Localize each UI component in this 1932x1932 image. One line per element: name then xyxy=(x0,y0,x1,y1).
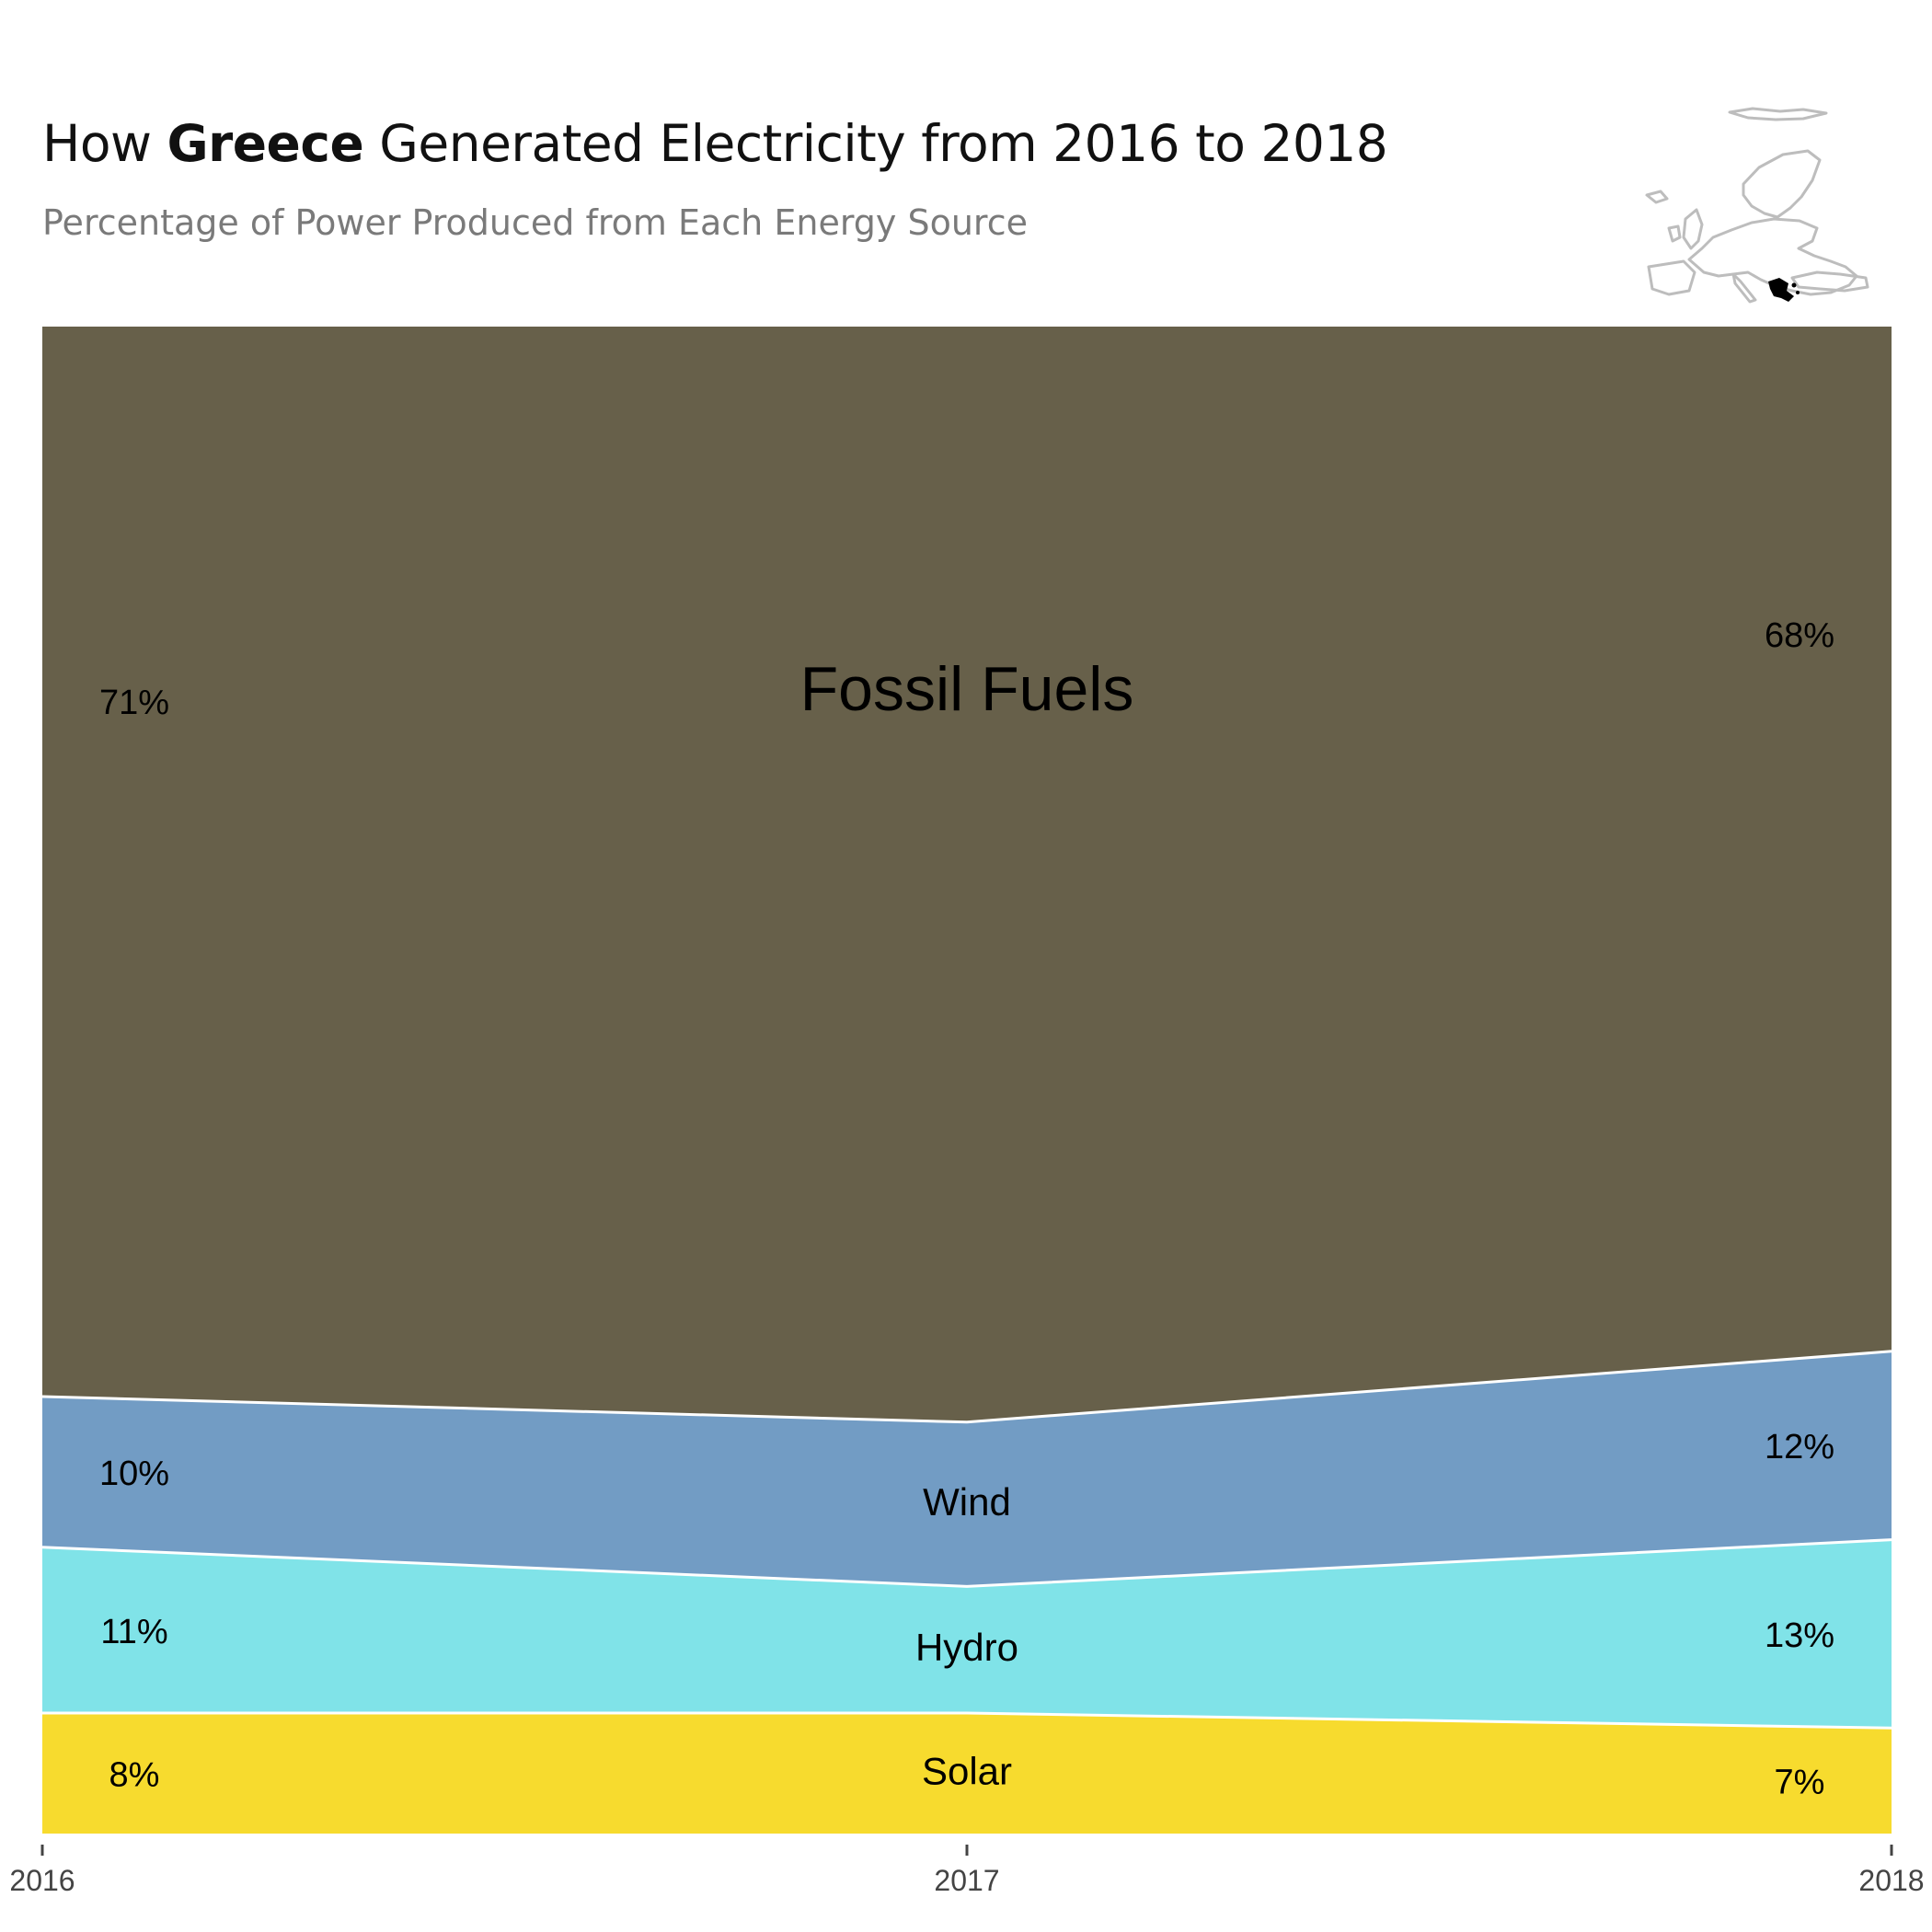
greece-highlight xyxy=(1768,278,1800,302)
iceland-outline xyxy=(1645,190,1669,204)
area-layers xyxy=(42,327,1892,1834)
area-fossil-fuels xyxy=(42,327,1892,1422)
italy-outline xyxy=(1731,272,1757,304)
greece-island xyxy=(1791,282,1797,288)
separator-hydro xyxy=(41,1538,1892,1588)
value-label-hydro-start: 11% xyxy=(100,1613,167,1651)
iberia-outline xyxy=(1647,259,1696,296)
uk-outline xyxy=(1682,208,1704,250)
mainland-outline xyxy=(1687,217,1858,296)
value-label-fossil-fuels-end: 68% xyxy=(1765,616,1834,655)
area-hydro xyxy=(42,1539,1892,1729)
svalbard-outline xyxy=(1728,107,1828,121)
chart-subtitle: Percentage of Power Produced from Each E… xyxy=(42,202,1028,243)
separator-solar xyxy=(42,1711,1892,1730)
series-label-hydro: Hydro xyxy=(915,1626,1018,1669)
title-suffix: Generated Electricity from 2016 to 2018 xyxy=(363,114,1388,173)
x-axis: 2016 2017 2018 xyxy=(9,1845,1925,1897)
value-label-hydro-end: 13% xyxy=(1765,1616,1834,1655)
value-label-wind-end: 12% xyxy=(1765,1428,1834,1466)
scandinavia-outline xyxy=(1742,149,1822,219)
europe-inset-map xyxy=(1645,107,1869,304)
x-tick-label: 2017 xyxy=(934,1864,999,1897)
ireland-outline xyxy=(1667,224,1682,243)
greece-shape xyxy=(1768,278,1794,302)
value-label-wind-start: 10% xyxy=(99,1455,169,1493)
series-label-solar: Solar xyxy=(922,1749,1012,1792)
value-label-solar-end: 7% xyxy=(1775,1764,1825,1802)
area-solar xyxy=(42,1713,1892,1834)
separator-lines xyxy=(41,1350,1892,1730)
title-prefix: How xyxy=(42,114,167,173)
value-label-fossil-fuels-start: 71% xyxy=(99,684,169,722)
x-tick-label: 2018 xyxy=(1858,1864,1924,1897)
greece-island xyxy=(1796,291,1800,294)
chart-title: How Greece Generated Electricity from 20… xyxy=(42,114,1388,173)
turkey-outline xyxy=(1790,270,1869,293)
data-labels: Solar 8% 7% Hydro 11% 13% Wind 10% 12% Fossil Fue… xyxy=(99,616,1834,1802)
x-tick-label: 2016 xyxy=(9,1864,75,1897)
series-label-wind: Wind xyxy=(923,1480,1011,1524)
separator-wind xyxy=(41,1350,1892,1424)
series-label-fossil-fuels: Fossil Fuels xyxy=(800,654,1134,724)
value-label-solar-start: 8% xyxy=(109,1755,160,1794)
title-country: Greece xyxy=(167,114,364,173)
